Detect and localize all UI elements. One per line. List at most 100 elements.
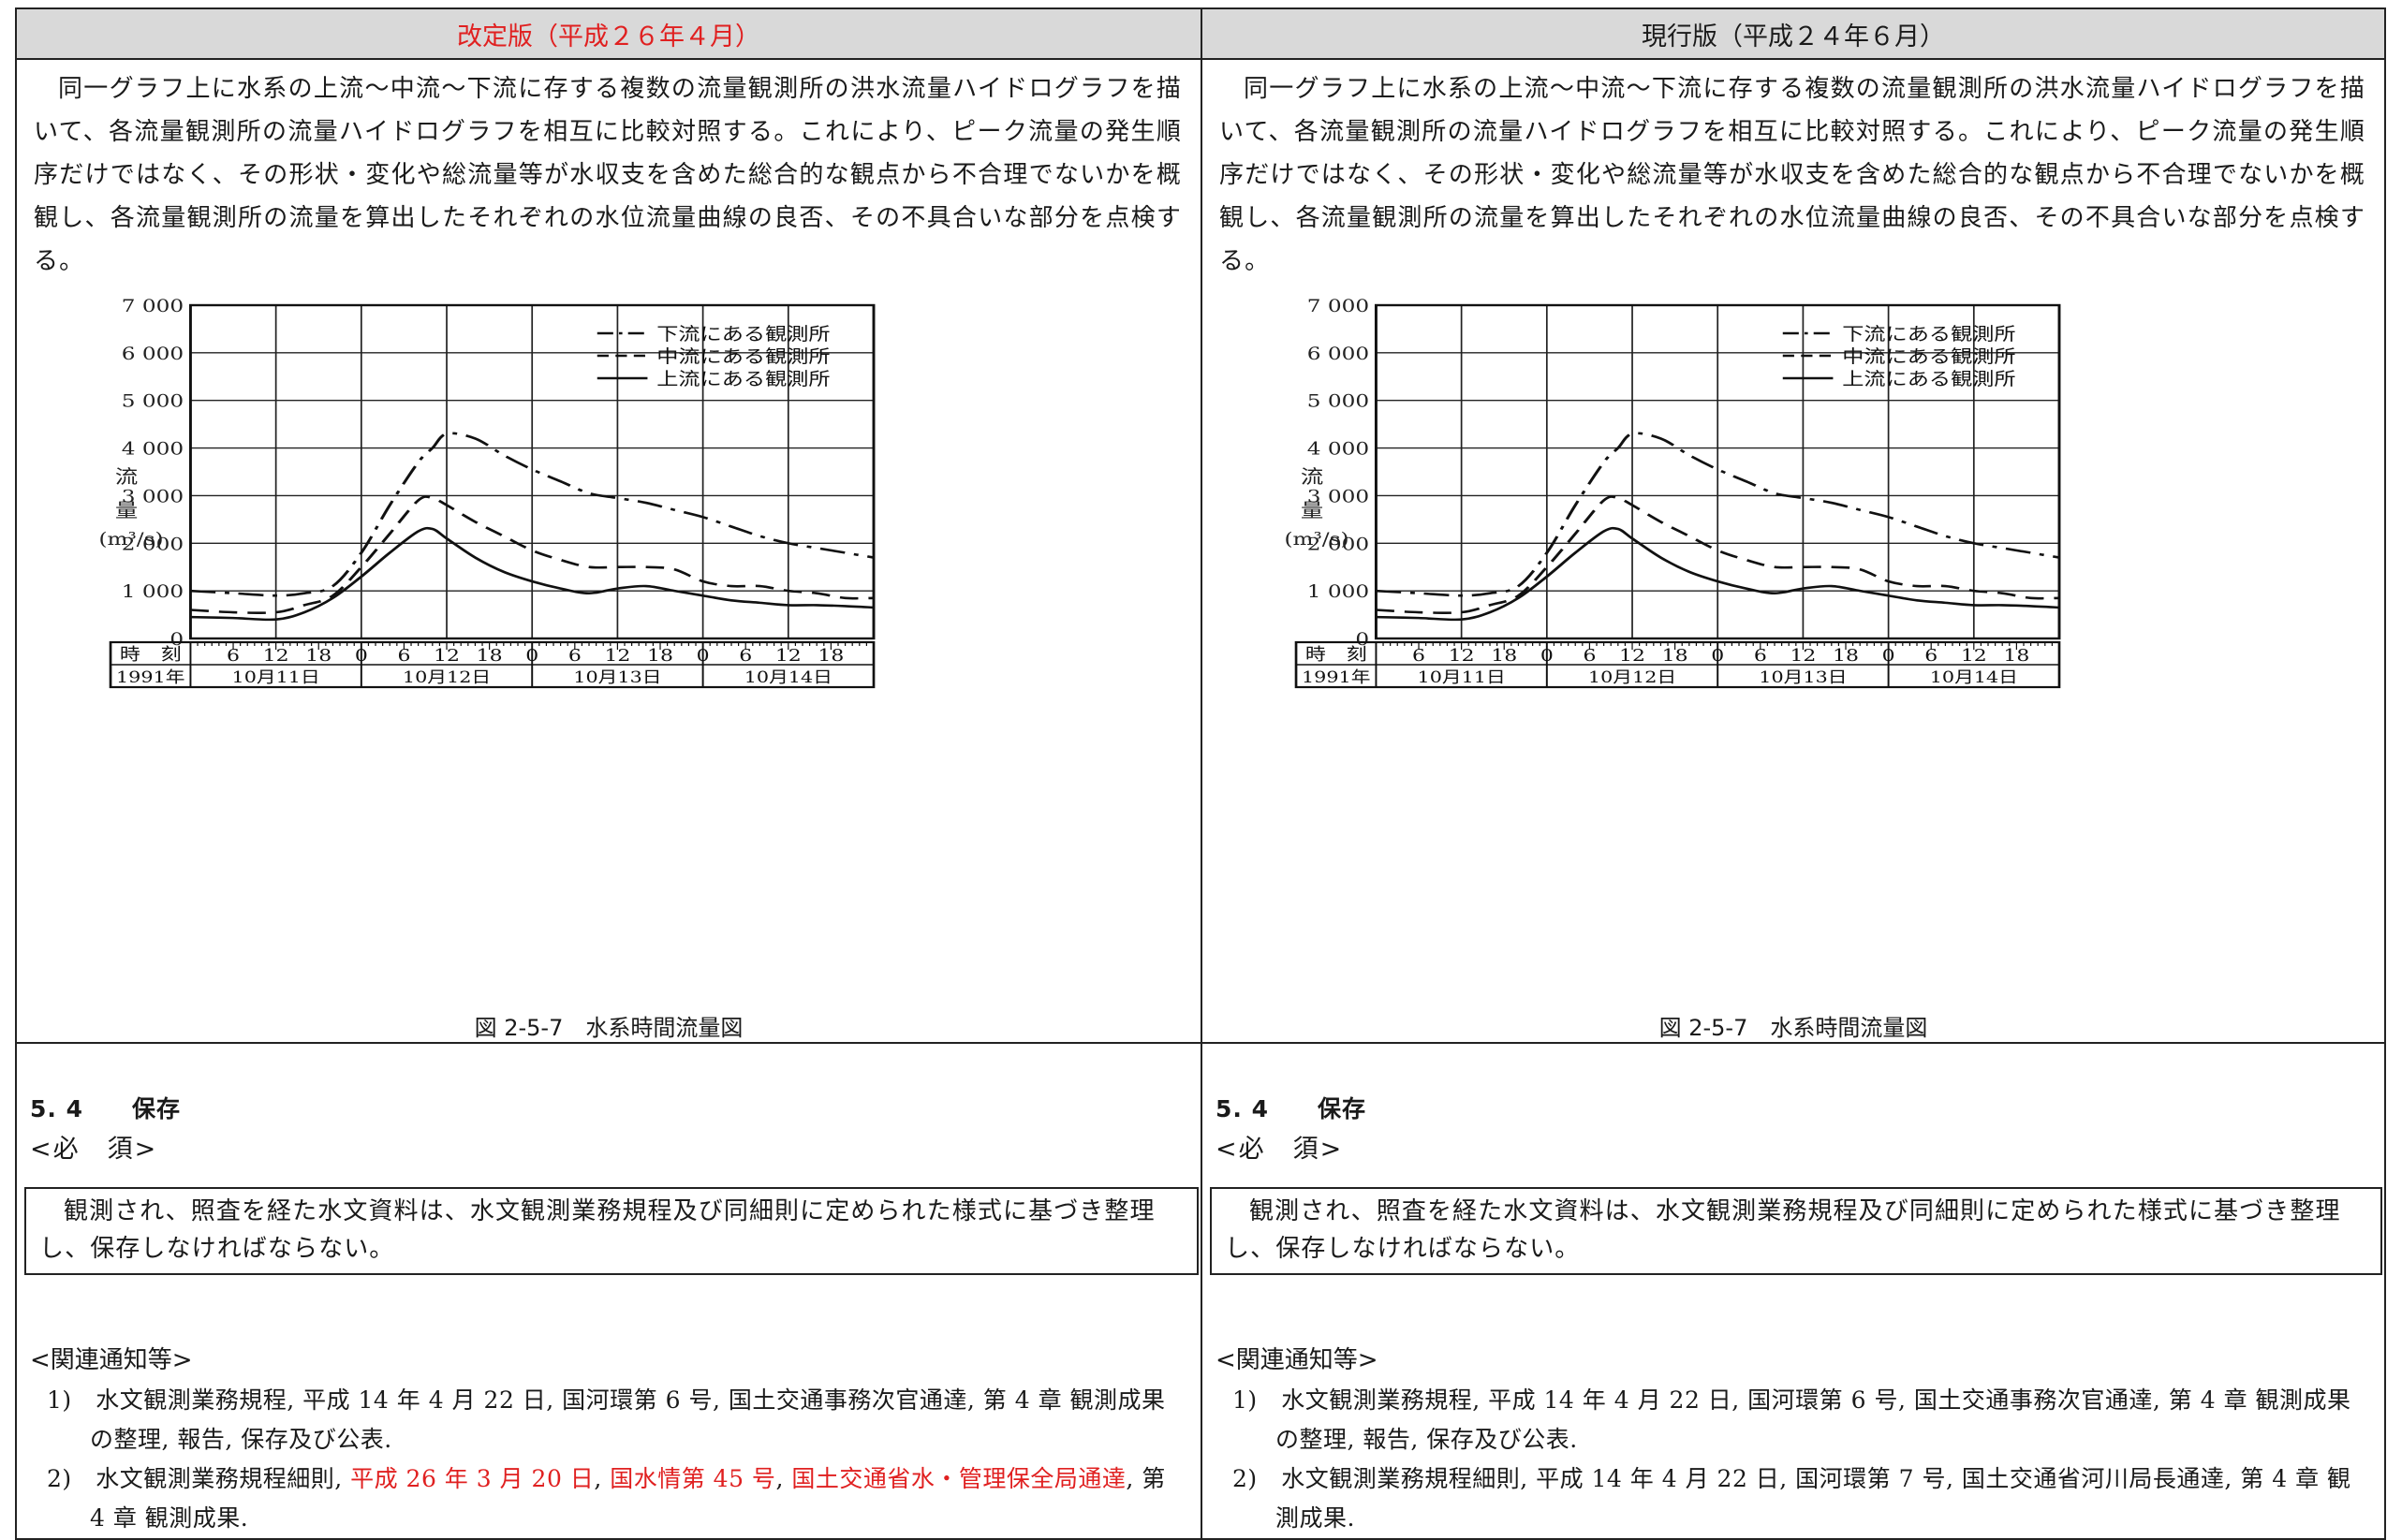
ref-text-part: , bbox=[775, 1465, 792, 1492]
y-tick-label: 6 000 bbox=[1307, 343, 1369, 363]
day-label: 10月11日 bbox=[232, 668, 320, 687]
series-line bbox=[190, 526, 875, 622]
year-label: 1991年 bbox=[1302, 668, 1371, 687]
x-tick-label: 6 bbox=[227, 645, 240, 666]
x-tick-label: 0 bbox=[1540, 645, 1554, 666]
series-line bbox=[1376, 432, 2060, 597]
legend-label: 中流にある観測所 bbox=[1842, 345, 2015, 366]
y-tick-label: 2 000 bbox=[1307, 533, 1369, 553]
revised-header-label: 改定版（平成２６年４月） bbox=[457, 22, 760, 51]
x-tick-label: 12 bbox=[1790, 645, 1816, 666]
time-row-label: 時 刻 bbox=[1305, 644, 1367, 665]
y-axis-label-char: 流 bbox=[1301, 466, 1323, 488]
x-tick-label: 18 bbox=[1833, 645, 1859, 666]
current-figure-caption: 図 2-5-7 水系時間流量図 bbox=[1658, 1015, 1928, 1041]
x-tick-label: 6 bbox=[568, 645, 582, 666]
day-label: 10月14日 bbox=[744, 668, 833, 687]
ref-text-part: 水文観測業務規程細則, bbox=[96, 1465, 351, 1492]
y-tick-label: 2 000 bbox=[122, 533, 184, 553]
day-label: 10月12日 bbox=[403, 668, 491, 687]
ref-text-part: , bbox=[594, 1465, 611, 1492]
x-tick-label: 18 bbox=[647, 645, 673, 666]
time-row-label: 時 刻 bbox=[120, 644, 182, 665]
revised-ref-2: 2) 水文観測業務規程細則, 平成 26 年 3 月 20 日, 国水情第 45… bbox=[47, 1465, 1166, 1532]
x-tick-label: 6 bbox=[1754, 645, 1767, 666]
y-tick-label: 7 000 bbox=[122, 296, 184, 315]
y-axis-label-char: 量 bbox=[115, 500, 138, 521]
current-refs-cell: <関連通知等> 1) 水文観測業務規程, 平成 14 年 4 月 22 日, 国… bbox=[1201, 1275, 2386, 1540]
ref-text-part: 平成 26 年 3 月 20 日 bbox=[350, 1465, 595, 1492]
y-tick-label: 5 000 bbox=[122, 390, 184, 411]
day-label: 10月13日 bbox=[1759, 668, 1847, 687]
revised-section-cell: 5. 4 保存 <必 須> 観測され、照査を経た水文資料は、水文観測業務規程及び… bbox=[15, 1042, 1202, 1275]
current-section-sub: <必 須> bbox=[1216, 1135, 1344, 1164]
x-tick-label: 12 bbox=[775, 645, 802, 666]
legend-label: 下流にある観測所 bbox=[1842, 323, 2015, 344]
ref-text-part: 水文観測業務規程, 平成 14 年 4 月 22 日, 国河環第 6 号, 国土… bbox=[90, 1386, 1166, 1453]
year-label: 1991年 bbox=[116, 668, 185, 687]
y-tick-label: 0 bbox=[1355, 628, 1369, 649]
y-tick-label: 5 000 bbox=[1307, 390, 1369, 411]
current-section-title: 5. 4 保存 bbox=[1216, 1095, 1366, 1122]
day-label: 10月11日 bbox=[1418, 668, 1506, 687]
current-figure-cell: 同一グラフ上に水系の上流〜中流〜下流に存する複数の流量観測所の洪水流量ハイドログ… bbox=[1201, 58, 2386, 1044]
y-tick-label: 3 000 bbox=[1307, 485, 1369, 506]
x-tick-label: 12 bbox=[1449, 645, 1475, 666]
series-line bbox=[190, 495, 875, 614]
x-tick-label: 12 bbox=[1619, 645, 1645, 666]
current-paragraph: 同一グラフ上に水系の上流〜中流〜下流に存する複数の流量観測所の洪水流量ハイドログ… bbox=[1219, 75, 2365, 275]
revised-ref-1: 1) 水文観測業務規程, 平成 14 年 4 月 22 日, 国河環第 6 号,… bbox=[47, 1386, 1166, 1453]
x-tick-label: 6 bbox=[1583, 645, 1596, 666]
revised-refs-cell: <関連通知等> 1) 水文観測業務規程, 平成 14 年 4 月 22 日, 国… bbox=[15, 1275, 1202, 1540]
y-axis-label-char: 量 bbox=[1301, 500, 1323, 521]
legend-label: 上流にある観測所 bbox=[1842, 368, 2015, 389]
legend-label: 中流にある観測所 bbox=[656, 345, 830, 366]
x-tick-label: 0 bbox=[697, 645, 710, 666]
current-requirement-box: 観測され、照査を経た水文資料は、水文観測業務規程及び同細則に定められた様式に基づ… bbox=[1210, 1187, 2382, 1275]
ref-text-part: 国水情第 45 号 bbox=[610, 1465, 776, 1492]
y-tick-label: 7 000 bbox=[1307, 296, 1369, 315]
y-tick-label: 1 000 bbox=[122, 580, 184, 601]
x-tick-label: 6 bbox=[397, 645, 410, 666]
plot-frame bbox=[188, 303, 876, 640]
x-tick-label: 12 bbox=[604, 645, 630, 666]
x-tick-label: 6 bbox=[1924, 645, 1938, 666]
series-line bbox=[1376, 495, 2060, 614]
current-ref-1: 1) 水文観測業務規程, 平成 14 年 4 月 22 日, 国河環第 6 号,… bbox=[1232, 1386, 2351, 1453]
revised-figure-cell: 同一グラフ上に水系の上流〜中流〜下流に存する複数の流量観測所の洪水流量ハイドログ… bbox=[15, 58, 1202, 1044]
revised-paragraph: 同一グラフ上に水系の上流〜中流〜下流に存する複数の流量観測所の洪水流量ハイドログ… bbox=[34, 75, 1182, 275]
revised-section-sub: <必 須> bbox=[30, 1135, 158, 1164]
y-axis-label-char: 流 bbox=[115, 466, 138, 488]
revised-figure-caption: 図 2-5-7 水系時間流量図 bbox=[474, 1015, 744, 1041]
x-tick-label: 0 bbox=[1882, 645, 1895, 666]
series-line bbox=[1376, 526, 2060, 622]
revised-refs-title: <関連通知等> bbox=[30, 1346, 193, 1374]
current-ref-2: 2) 水文観測業務規程細則, 平成 14 年 4 月 22 日, 国河環第 7 … bbox=[1232, 1465, 2351, 1532]
x-tick-label: 18 bbox=[818, 645, 844, 666]
x-tick-label: 0 bbox=[1711, 645, 1724, 666]
x-tick-label: 18 bbox=[1491, 645, 1517, 666]
revised-section-title: 5. 4 保存 bbox=[30, 1095, 181, 1122]
day-label: 10月12日 bbox=[1588, 668, 1676, 687]
x-tick-label: 0 bbox=[525, 645, 538, 666]
current-header-label: 現行版（平成２４年６月） bbox=[1642, 22, 1945, 51]
day-label: 10月14日 bbox=[1930, 668, 2018, 687]
legend-label: 上流にある観測所 bbox=[656, 368, 830, 389]
y-tick-label: 6 000 bbox=[122, 343, 184, 363]
x-tick-label: 12 bbox=[1961, 645, 1987, 666]
y-axis-label-unit: (m³/s) bbox=[98, 528, 163, 549]
x-tick-label: 0 bbox=[355, 645, 368, 666]
y-tick-label: 1 000 bbox=[1307, 580, 1369, 601]
revised-requirement-box: 観測され、照査を経た水文資料は、水文観測業務規程及び同細則に定められた様式に基づ… bbox=[24, 1187, 1199, 1275]
x-tick-label: 6 bbox=[739, 645, 752, 666]
x-tick-label: 18 bbox=[477, 645, 503, 666]
y-tick-label: 4 000 bbox=[122, 438, 184, 459]
x-tick-label: 6 bbox=[1412, 645, 1425, 666]
current-section-cell: 5. 4 保存 <必 須> 観測され、照査を経た水文資料は、水文観測業務規程及び… bbox=[1201, 1042, 2386, 1275]
